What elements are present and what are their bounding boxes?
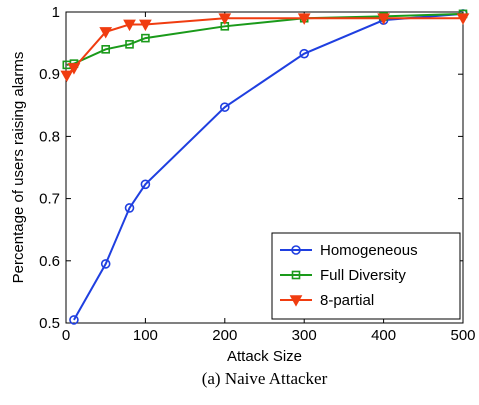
x-axis-label: Attack Size [227,348,302,365]
y-tick-label: 0.6 [39,253,60,270]
data-point [67,63,81,75]
data-point [139,19,152,32]
data-point [299,48,310,59]
data-point [99,27,113,39]
y-tick-label: 1 [52,4,60,21]
figure-caption: (a) Naive Attacker [202,369,328,388]
legend-label: 8-partial [320,292,374,309]
data-point [60,70,74,83]
y-tick-label: 0.9 [39,66,60,83]
legend-item: Full Diversity [280,267,406,284]
x-tick-label: 0 [62,327,70,344]
y-tick-label: 0.7 [39,191,60,208]
legend: Homogeneous Full Diversity 8-partial [271,232,461,320]
y-axis-label: Percentage of users raising alarms [10,52,27,284]
data-point [140,179,151,190]
series-line [73,12,464,321]
y-tick-label: 0.5 [39,315,60,332]
x-tick-label: 400 [371,327,396,344]
data-point [220,102,230,112]
legend-item: Homogeneous [280,242,418,259]
data-point [123,19,136,32]
series-layer [60,9,470,325]
data-point [69,315,79,325]
data-point [125,40,134,49]
legend-marker [291,270,301,280]
x-tick-label: 300 [292,327,317,344]
y-axis: 0.5 0.6 0.7 0.8 0.9 1 [39,4,463,332]
data-point [141,33,150,43]
series-line [66,12,464,66]
series-8-partial [60,13,470,83]
legend-marker [291,245,301,255]
x-tick-label: 200 [212,327,237,344]
y-tick-label: 0.8 [39,128,60,145]
data-point [218,13,232,25]
data-point [297,13,311,25]
x-tick-label: 500 [450,327,475,344]
legend-item: 8-partial [280,292,374,309]
data-point [100,259,111,269]
legend-marker [289,295,303,307]
x-tick-label: 100 [133,327,158,344]
data-point [456,13,470,25]
data-point [101,45,110,54]
legend-label: Full Diversity [320,267,406,284]
data-point [124,203,135,213]
data-point [377,13,390,25]
legend-label: Homogeneous [320,242,418,259]
